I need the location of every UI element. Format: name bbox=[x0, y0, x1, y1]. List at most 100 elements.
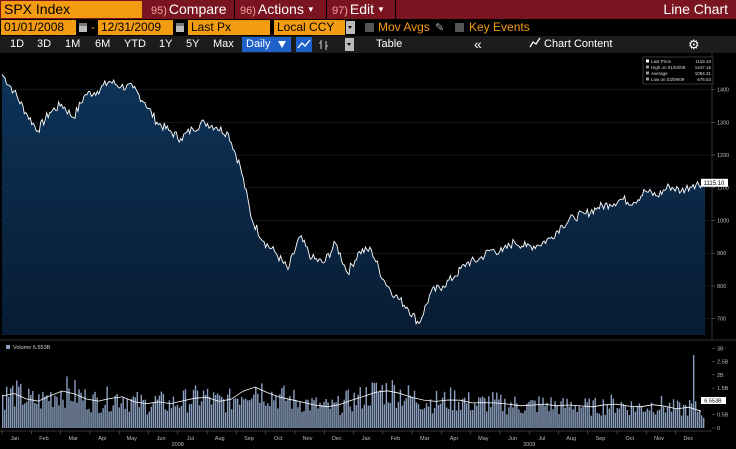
volume-bar bbox=[582, 407, 584, 428]
pencil-icon[interactable]: ✎ bbox=[435, 22, 445, 34]
volume-bar bbox=[90, 412, 92, 428]
volume-bar bbox=[232, 398, 235, 428]
volume-tick-label: 3B bbox=[717, 346, 724, 352]
volume-bar bbox=[572, 409, 574, 428]
volume-bar bbox=[311, 398, 313, 428]
mov-avgs-label: Mov Avgs bbox=[378, 20, 430, 34]
volume-bar bbox=[34, 402, 36, 428]
x-tick-label: Oct bbox=[274, 436, 283, 442]
volume-bar bbox=[674, 408, 677, 428]
volume-bar bbox=[610, 394, 613, 428]
volume-bar bbox=[208, 396, 211, 428]
volume-bar bbox=[237, 398, 239, 428]
range-6m[interactable]: 6M bbox=[95, 38, 111, 50]
range-max[interactable]: Max bbox=[213, 38, 234, 50]
volume-bar bbox=[144, 399, 147, 428]
chart-style-dropdown-icon[interactable] bbox=[345, 38, 354, 51]
currency-select[interactable]: Local CCY bbox=[274, 20, 345, 35]
bar-chart-icon[interactable] bbox=[316, 37, 332, 52]
range-1d[interactable]: 1D bbox=[10, 38, 25, 50]
volume-bar bbox=[24, 403, 26, 428]
end-date-field[interactable]: 12/31/2009 bbox=[98, 20, 173, 35]
y-tick-label: 1000 bbox=[717, 218, 729, 224]
range-1y[interactable]: 1Y bbox=[159, 38, 173, 50]
volume-bar bbox=[313, 400, 315, 428]
volume-bar bbox=[297, 407, 299, 428]
volume-bar bbox=[6, 386, 8, 428]
volume-bar bbox=[178, 407, 181, 428]
volume-bar bbox=[134, 397, 136, 428]
volume-bar bbox=[247, 400, 249, 428]
mov-avgs-checkbox[interactable] bbox=[365, 23, 374, 32]
volume-bar bbox=[76, 402, 78, 428]
y-tick-label: 1300 bbox=[717, 120, 729, 126]
price-field-select[interactable]: Last Px bbox=[188, 20, 270, 35]
key-events-checkbox[interactable] bbox=[455, 23, 464, 32]
volume-bar bbox=[291, 408, 293, 428]
ticker-field[interactable]: SPX Index bbox=[1, 1, 142, 18]
x-tick-label: Jun bbox=[157, 436, 166, 442]
calendar-icon[interactable] bbox=[78, 21, 88, 33]
volume-bar bbox=[44, 396, 46, 428]
volume-bar bbox=[94, 391, 96, 428]
volume-average-line bbox=[1, 386, 702, 412]
volume-bar bbox=[148, 411, 151, 428]
range-3d[interactable]: 3D bbox=[37, 38, 52, 50]
volume-bars bbox=[2, 355, 705, 428]
y-tick-label: 800 bbox=[717, 284, 726, 290]
chart-content-button[interactable]: Chart Content bbox=[529, 36, 612, 53]
volume-bar bbox=[170, 408, 173, 428]
volume-last-marker: 6.553B bbox=[701, 397, 726, 405]
table-button[interactable]: Table bbox=[376, 38, 403, 50]
volume-bar bbox=[433, 408, 436, 428]
collapse-icon[interactable]: « bbox=[474, 36, 482, 52]
volume-bar bbox=[100, 412, 102, 428]
currency-dropdown-icon[interactable] bbox=[346, 21, 355, 34]
volume-bar bbox=[474, 403, 476, 428]
volume-bar bbox=[522, 413, 524, 428]
volume-bar bbox=[152, 402, 155, 428]
volume-bar bbox=[32, 391, 34, 428]
volume-bar bbox=[409, 395, 412, 428]
volume-bar bbox=[443, 391, 446, 428]
range-1m[interactable]: 1M bbox=[65, 38, 81, 50]
last-price-marker: 1115.10 bbox=[701, 178, 728, 187]
volume-bar bbox=[108, 411, 110, 428]
volume-bar bbox=[114, 395, 116, 428]
edit-button[interactable]: 97) Edit ▼ bbox=[332, 0, 385, 19]
volume-bar bbox=[140, 394, 142, 428]
volume-bar bbox=[504, 398, 506, 428]
volume-bar bbox=[283, 385, 285, 428]
volume-bar bbox=[118, 407, 120, 428]
volume-bar bbox=[347, 389, 349, 428]
key-events-label: Key Events bbox=[469, 20, 530, 34]
volume-bar bbox=[305, 399, 307, 428]
range-5y[interactable]: 5Y bbox=[186, 38, 200, 50]
calendar-icon[interactable] bbox=[175, 21, 185, 33]
volume-bar bbox=[194, 385, 197, 428]
compare-button[interactable]: 95) Compare bbox=[151, 0, 227, 19]
volume-bar bbox=[14, 406, 16, 428]
volume-bar bbox=[64, 407, 66, 428]
volume-bar bbox=[4, 409, 6, 428]
range-ytd[interactable]: YTD bbox=[124, 38, 146, 50]
start-date-field[interactable]: 01/01/2008 bbox=[1, 20, 76, 35]
x-tick-label: Nov bbox=[303, 436, 313, 442]
volume-bar bbox=[82, 400, 84, 428]
actions-button[interactable]: 96) Actions ▼ bbox=[240, 0, 315, 19]
volume-bar bbox=[628, 415, 631, 428]
volume-bar bbox=[70, 400, 72, 428]
volume-bar bbox=[666, 407, 669, 428]
volume-bar bbox=[660, 395, 663, 428]
gear-icon[interactable]: ⚙ bbox=[688, 37, 700, 52]
volume-bar bbox=[692, 355, 695, 428]
volume-bar bbox=[478, 397, 480, 428]
legend-swatch bbox=[646, 65, 649, 69]
volume-bar bbox=[486, 411, 488, 428]
x-tick-label: Aug bbox=[215, 436, 225, 442]
period-select[interactable]: Daily bbox=[242, 37, 291, 52]
volume-bar bbox=[361, 408, 363, 428]
volume-bar bbox=[112, 405, 114, 428]
volume-bar bbox=[150, 406, 153, 428]
line-chart-icon[interactable] bbox=[296, 37, 312, 52]
